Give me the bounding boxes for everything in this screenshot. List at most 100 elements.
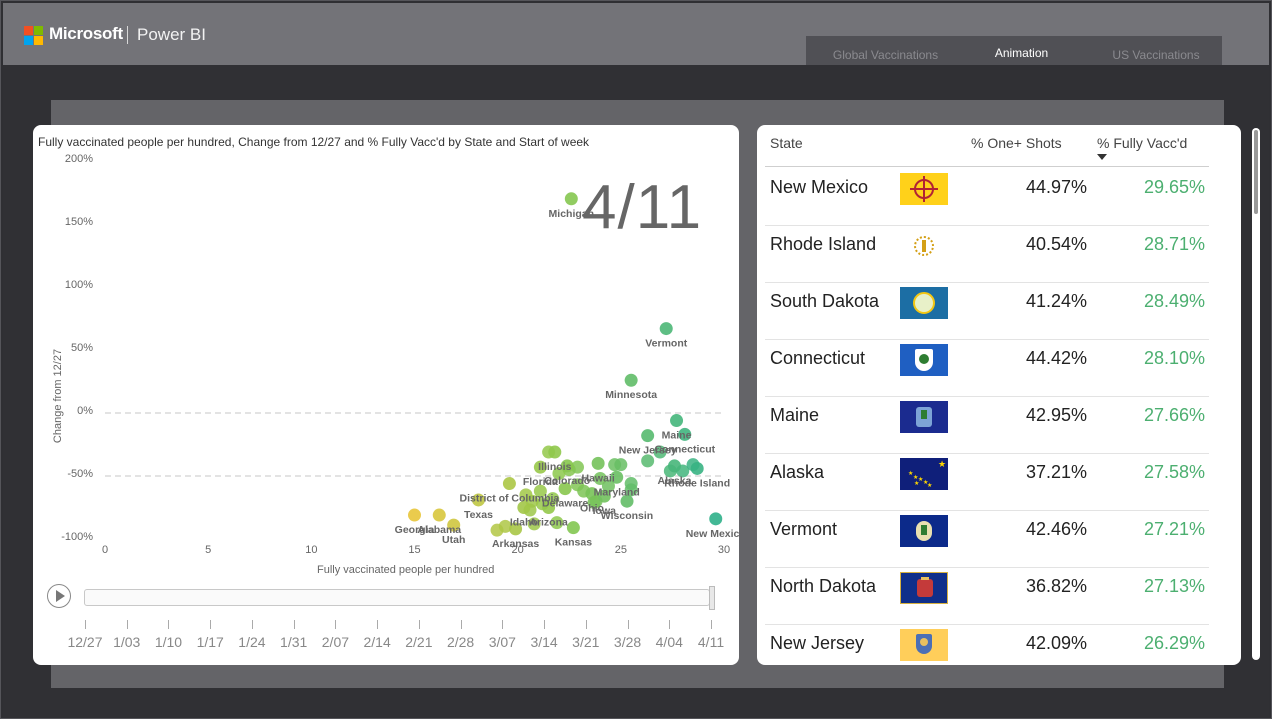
page-tabs: Global Vaccinations Animation US Vaccina… (806, 36, 1222, 70)
data-point[interactable] (498, 519, 512, 533)
data-point-wisconsin[interactable] (620, 494, 634, 508)
table-row[interactable]: South Dakota 41.24% 28.49% (765, 282, 1209, 340)
timeline-date-label[interactable]: 12/27 (67, 634, 103, 650)
table-row[interactable]: Maine 42.95% 27.66% (765, 396, 1209, 454)
data-point-delaware[interactable] (558, 482, 572, 496)
point-label-alabama: Alabama (417, 524, 461, 536)
data-point-alabama[interactable] (432, 508, 446, 522)
data-point[interactable] (527, 517, 541, 531)
data-point-ohio[interactable] (585, 487, 599, 501)
state-name: Maine (770, 405, 820, 425)
data-point-maryland[interactable] (610, 470, 624, 484)
timeline-date-label[interactable]: 4/11 (697, 634, 725, 650)
table-scrollbar[interactable] (1252, 128, 1260, 660)
data-point-new-mexico[interactable] (709, 512, 723, 526)
timeline-slider[interactable] (84, 589, 710, 606)
timeline-date-label[interactable]: 2/21 (405, 634, 433, 650)
table-row[interactable]: New Mexico 44.97% 29.65% (765, 168, 1209, 226)
data-point[interactable] (533, 484, 547, 498)
table-scrollbar-thumb[interactable] (1254, 130, 1258, 214)
column-header-one-shot[interactable]: % One+ Shots (971, 135, 1062, 151)
y-tick-label: -100% (61, 531, 93, 543)
tab-global-vaccinations[interactable]: Global Vaccinations (832, 48, 939, 62)
data-point-colorado[interactable] (560, 459, 574, 473)
data-point-kansas[interactable] (566, 521, 580, 535)
data-point-maine[interactable] (670, 414, 684, 428)
timeline-date-label[interactable]: 1/03 (113, 634, 141, 650)
point-label-texas: Texas (464, 509, 493, 521)
fully-vaccinated-percent: 27.66% (1143, 405, 1205, 425)
y-tick-label: 100% (64, 279, 93, 291)
data-point-new-jersey[interactable] (641, 429, 655, 443)
timeline-date-label[interactable]: 1/24 (238, 634, 266, 650)
timeline-slider-handle[interactable] (709, 586, 715, 610)
column-header-state[interactable]: State (770, 135, 803, 151)
data-point-illinois[interactable] (548, 445, 562, 459)
logo-yellow-square (34, 36, 43, 45)
data-point-connecticut[interactable] (678, 427, 692, 441)
point-label-utah: Utah (442, 534, 465, 546)
data-point-iowa[interactable] (597, 489, 611, 503)
data-point-rhode-island[interactable] (690, 461, 704, 475)
column-header-fully-vaccinated[interactable]: % Fully Vacc'd (1097, 135, 1188, 151)
timeline-tick (377, 620, 379, 629)
data-point-alaska[interactable] (667, 459, 681, 473)
timeline-tick (460, 620, 462, 629)
play-button[interactable] (47, 584, 71, 608)
timeline-date-label[interactable]: 2/07 (321, 634, 350, 650)
data-point[interactable] (550, 516, 564, 530)
x-tick-label: 30 (717, 544, 731, 556)
data-point[interactable] (571, 460, 585, 474)
timeline-date-label[interactable]: 1/10 (154, 634, 183, 650)
data-point-georgia[interactable] (408, 508, 421, 522)
data-point-district-of-columbia[interactable] (502, 477, 516, 491)
table-row[interactable]: New Jersey 42.09% 26.29% (765, 624, 1209, 665)
data-point-arkansas[interactable] (509, 522, 523, 536)
data-point-vermont[interactable] (659, 322, 673, 336)
data-point[interactable] (641, 454, 655, 468)
table-row[interactable]: Connecticut 44.42% 28.10% (765, 339, 1209, 397)
x-tick-label: 25 (614, 544, 627, 556)
table-row[interactable]: North Dakota 36.82% 27.13% (765, 567, 1209, 625)
data-point[interactable] (624, 483, 638, 497)
data-point-texas[interactable] (471, 493, 485, 507)
data-point-arizona[interactable] (542, 501, 556, 514)
timeline-tick (210, 620, 212, 629)
fully-vaccinated-percent: 28.71% (1143, 234, 1205, 254)
point-label-maine: Maine (662, 430, 692, 442)
data-point[interactable] (593, 472, 607, 486)
table-row[interactable]: Alaska ★ ★ ★ ★ ★ ★ ★ 37.21% 27.58% (765, 453, 1209, 511)
x-tick-label: 5 (205, 544, 212, 556)
tab-animation[interactable]: Animation (994, 46, 1049, 60)
one-shot-percent: 44.97% (1025, 177, 1087, 197)
point-label-rhode-island: Rhode Island (664, 477, 730, 489)
data-point-idaho[interactable] (517, 501, 531, 514)
data-point-hawaii[interactable] (591, 456, 605, 470)
timeline-date-label[interactable]: 1/17 (196, 634, 224, 650)
timeline-date-label[interactable]: 2/28 (446, 634, 475, 650)
timeline-date-label[interactable]: 3/07 (488, 634, 516, 650)
scatter-chart-visual[interactable]: Fully vaccinated people per hundred, Cha… (33, 125, 739, 665)
timeline-date-label[interactable]: 1/31 (280, 634, 308, 650)
data-point[interactable] (653, 445, 667, 459)
one-shot-percent: 42.46% (1025, 519, 1087, 539)
data-point-michigan[interactable] (564, 192, 578, 206)
table-row[interactable]: Vermont 42.46% 27.21% (765, 510, 1209, 568)
data-point[interactable] (614, 458, 628, 472)
data-point[interactable] (601, 479, 615, 493)
timeline-date-label[interactable]: 3/28 (613, 634, 642, 650)
timeline-date-label[interactable]: 4/04 (655, 634, 683, 650)
vermont-flag-icon (900, 515, 948, 547)
table-row[interactable]: Rhode Island 40.54% 28.71% (765, 225, 1209, 283)
timeline-date-label[interactable]: 3/14 (530, 634, 558, 650)
y-tick-label: -50% (67, 468, 93, 480)
tab-us-vaccinations[interactable]: US Vaccinations (1112, 48, 1200, 62)
data-point-florida[interactable] (533, 460, 547, 474)
data-point-utah[interactable] (447, 518, 461, 532)
data-point-minnesota[interactable] (624, 373, 638, 387)
data-point[interactable] (552, 466, 566, 480)
timeline-date-label[interactable]: 2/14 (363, 634, 391, 650)
timeline-date-label[interactable]: 3/21 (572, 634, 600, 650)
state-table-visual[interactable]: State % One+ Shots % Fully Vacc'd New Me… (757, 125, 1241, 665)
